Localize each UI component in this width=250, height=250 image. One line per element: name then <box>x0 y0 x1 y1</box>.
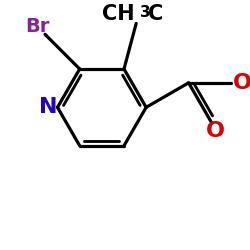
Text: 3: 3 <box>140 5 150 20</box>
Text: Br: Br <box>25 17 50 36</box>
Text: C: C <box>148 4 164 24</box>
Text: O: O <box>233 73 250 93</box>
Text: O: O <box>206 122 225 142</box>
Text: N: N <box>39 97 57 117</box>
Text: CH: CH <box>102 4 134 24</box>
